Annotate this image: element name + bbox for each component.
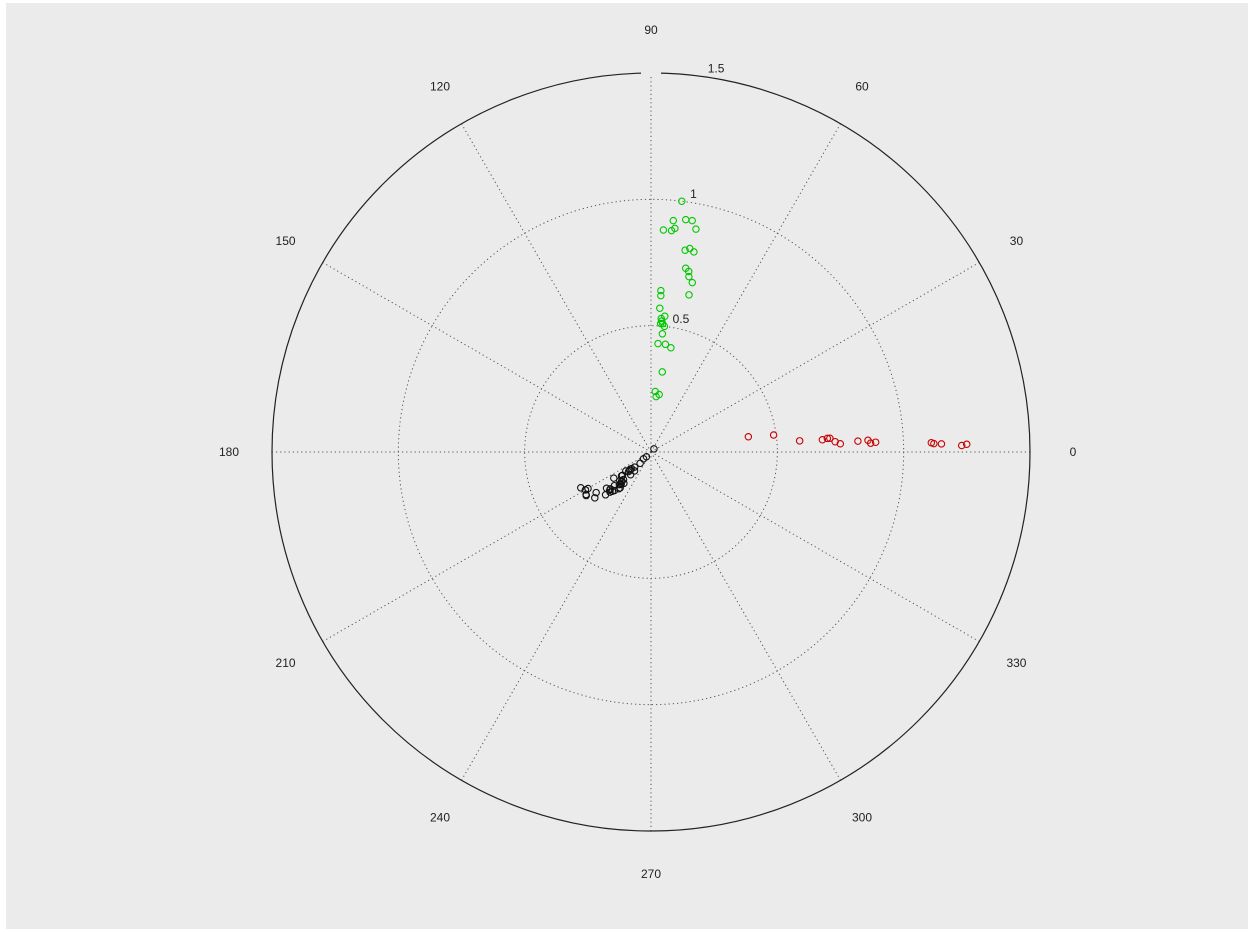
point-s2-18 — [616, 477, 624, 485]
point-s0-17 — [657, 291, 665, 300]
spoke-330 — [650, 451, 980, 642]
point-s1-4 — [823, 434, 832, 443]
point-s2-30 — [608, 487, 617, 495]
spoke-300 — [650, 451, 841, 781]
r-label-1: 1 — [690, 187, 697, 201]
theta-label-0: 0 — [1070, 445, 1077, 459]
point-s0-9 — [690, 248, 698, 256]
point-s0-32 — [655, 390, 663, 399]
point-s0-27 — [661, 340, 670, 349]
theta-label-30: 30 — [1010, 234, 1024, 248]
point-s1-7 — [836, 439, 845, 448]
theta-label-150: 150 — [276, 234, 296, 248]
point-s2-22 — [615, 480, 624, 489]
point-s0-28 — [667, 344, 675, 352]
theta-label-300: 300 — [852, 810, 872, 824]
point-s1-2 — [795, 437, 804, 445]
point-s1-3 — [818, 435, 827, 444]
theta-label-210: 210 — [276, 656, 296, 670]
spoke-120 — [461, 123, 652, 453]
point-s0-24 — [656, 304, 664, 312]
point-s0-22 — [660, 322, 669, 331]
point-s0-3 — [692, 225, 700, 233]
ring-1 — [397, 198, 905, 706]
theta-label-240: 240 — [430, 810, 450, 824]
point-s1-8 — [854, 437, 862, 445]
point-s2-39 — [577, 484, 585, 492]
point-s2-0 — [650, 445, 658, 453]
point-s1-14 — [937, 440, 946, 448]
point-s2-15 — [617, 472, 626, 480]
spoke-60 — [650, 123, 841, 453]
spoke-150 — [322, 262, 652, 453]
spoke-210 — [322, 451, 652, 642]
point-s2-20 — [610, 474, 618, 482]
point-s1-0 — [744, 432, 753, 441]
point-s1-1 — [769, 431, 778, 439]
point-s0-6 — [659, 226, 668, 234]
polar-tick-labels: 0 30 60 90 120 150 180 210 240 270 300 330 0.5 1 1.5 — [219, 23, 1077, 881]
point-s0-4 — [669, 216, 678, 225]
point-s2-38 — [582, 491, 590, 500]
point-s0-7 — [671, 224, 679, 233]
point-s0-16 — [657, 286, 665, 295]
point-s0-10 — [681, 246, 689, 254]
point-s0-0 — [678, 197, 686, 205]
spoke-30 — [650, 262, 980, 453]
figure-background — [6, 3, 1248, 929]
r-label-1.5: 1.5 — [708, 62, 725, 76]
point-s2-8 — [625, 466, 634, 475]
point-s0-26 — [654, 339, 662, 348]
theta-label-270: 270 — [641, 867, 661, 881]
point-s0-25 — [658, 330, 667, 338]
point-s0-14 — [688, 278, 697, 287]
theta-label-90: 90 — [644, 23, 658, 37]
ring-0.5 — [524, 325, 778, 579]
point-s0-2 — [688, 216, 696, 225]
theta-label-60: 60 — [855, 80, 869, 94]
point-s2-35 — [581, 486, 590, 494]
point-s0-29 — [658, 368, 666, 376]
point-s1-15 — [957, 441, 966, 450]
point-s1-5 — [826, 434, 834, 442]
outer-ring-gap — [641, 69, 661, 77]
theta-label-330: 330 — [1006, 656, 1026, 670]
point-s2-37 — [591, 494, 599, 502]
point-s0-15 — [685, 291, 693, 299]
point-s2-32 — [601, 491, 610, 499]
point-s1-11 — [871, 438, 880, 446]
r-label-0.5: 0.5 — [673, 312, 690, 326]
point-s1-13 — [930, 439, 938, 448]
theta-label-120: 120 — [430, 80, 450, 94]
point-s2-11 — [626, 471, 635, 479]
point-s0-13 — [685, 272, 693, 281]
point-s1-16 — [962, 440, 971, 449]
spoke-240 — [461, 451, 652, 781]
point-s2-33 — [592, 488, 600, 497]
point-s0-12 — [681, 264, 690, 273]
point-s0-1 — [681, 215, 690, 224]
theta-label-180: 180 — [219, 445, 239, 459]
point-s1-10 — [866, 439, 875, 447]
polar-grid — [271, 69, 1031, 832]
data-points — [577, 197, 971, 502]
point-s0-23 — [661, 312, 669, 321]
point-s2-3 — [636, 459, 644, 468]
